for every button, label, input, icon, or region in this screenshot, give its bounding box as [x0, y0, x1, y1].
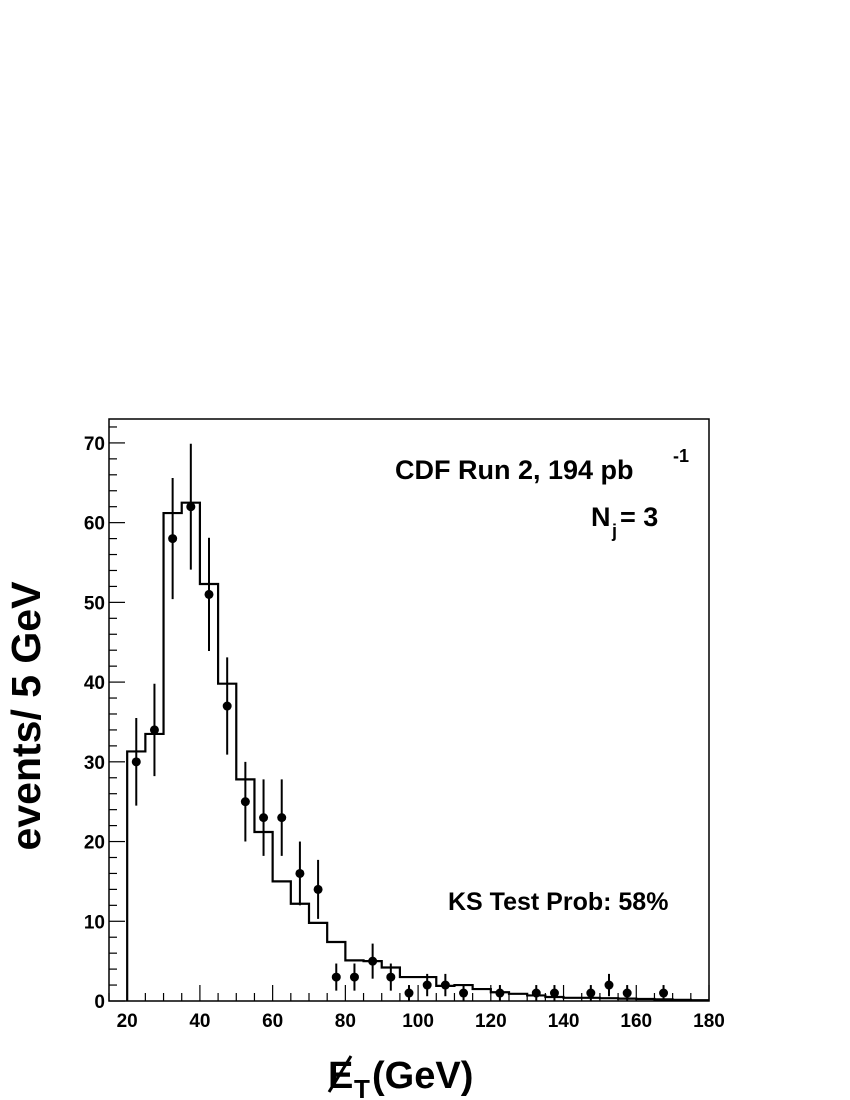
data-points — [131, 443, 669, 1001]
data-point — [404, 988, 414, 998]
data-point — [586, 988, 596, 998]
data-point — [549, 988, 559, 998]
experiment-luminosity-exponent: -1 — [673, 446, 689, 466]
data-point — [259, 813, 269, 823]
y-tick-labels: 0 10 20 30 40 50 60 70 — [84, 434, 105, 1013]
data-point — [149, 725, 159, 735]
njets-value: = 3 — [620, 502, 658, 532]
data-point — [240, 797, 250, 807]
y-tick-label: 0 — [94, 992, 105, 1013]
data-point — [204, 589, 214, 599]
data-point — [440, 980, 450, 990]
x-axis-title-main: E — [328, 1055, 353, 1097]
data-point — [422, 980, 432, 990]
x-tick-label: 20 — [117, 1011, 138, 1032]
ks-test-label: KS Test Prob: 58% — [448, 888, 668, 916]
y-tick-label: 50 — [84, 593, 105, 614]
y-tick-label: 40 — [84, 673, 105, 694]
missing-slash-mark — [327, 1055, 353, 1093]
x-axis-title-unit: (GeV) — [372, 1055, 473, 1097]
data-point — [495, 988, 505, 998]
y-tick-label: 70 — [84, 434, 105, 455]
x-tick-label: 40 — [189, 1011, 210, 1032]
njets-subscript: j — [611, 521, 617, 541]
x-tick-label: 60 — [262, 1011, 283, 1032]
data-point — [349, 972, 359, 982]
x-tick-label: 100 — [402, 1011, 434, 1032]
data-point — [531, 988, 541, 998]
data-point — [295, 868, 305, 878]
data-point — [131, 757, 141, 767]
x-tick-label: 180 — [693, 1011, 725, 1032]
y-tick-label: 10 — [84, 912, 105, 933]
data-point — [331, 972, 341, 982]
mc-histogram — [126, 501, 709, 1002]
data-point — [168, 534, 178, 544]
histogram-step-line — [126, 501, 709, 1002]
x-tick-label: 160 — [620, 1011, 652, 1032]
x-tick-label: 80 — [335, 1011, 356, 1032]
data-point — [622, 988, 632, 998]
y-tick-label: 20 — [84, 833, 105, 854]
data-point — [659, 988, 669, 998]
x-tick-labels: 20 40 60 80 100 120 140 160 180 — [117, 1011, 725, 1032]
data-point — [386, 972, 396, 982]
experiment-label: CDF Run 2, 194 pb — [395, 455, 634, 485]
data-point — [277, 813, 287, 823]
data-point — [186, 502, 196, 512]
data-point — [368, 956, 378, 966]
y-tick-label: 60 — [84, 514, 105, 535]
y-axis-title: events/ 5 GeV — [3, 581, 49, 851]
njets-label: N — [591, 502, 611, 532]
x-axis-title: E T (GeV) — [327, 1055, 473, 1100]
data-point — [313, 884, 323, 894]
x-tick-label: 140 — [548, 1011, 580, 1032]
y-tick-label: 30 — [84, 753, 105, 774]
x-tick-label: 120 — [475, 1011, 507, 1032]
data-point — [459, 988, 469, 998]
x-axis-title-subscript: T — [354, 1074, 370, 1100]
data-point — [604, 980, 614, 990]
data-point — [222, 701, 232, 711]
